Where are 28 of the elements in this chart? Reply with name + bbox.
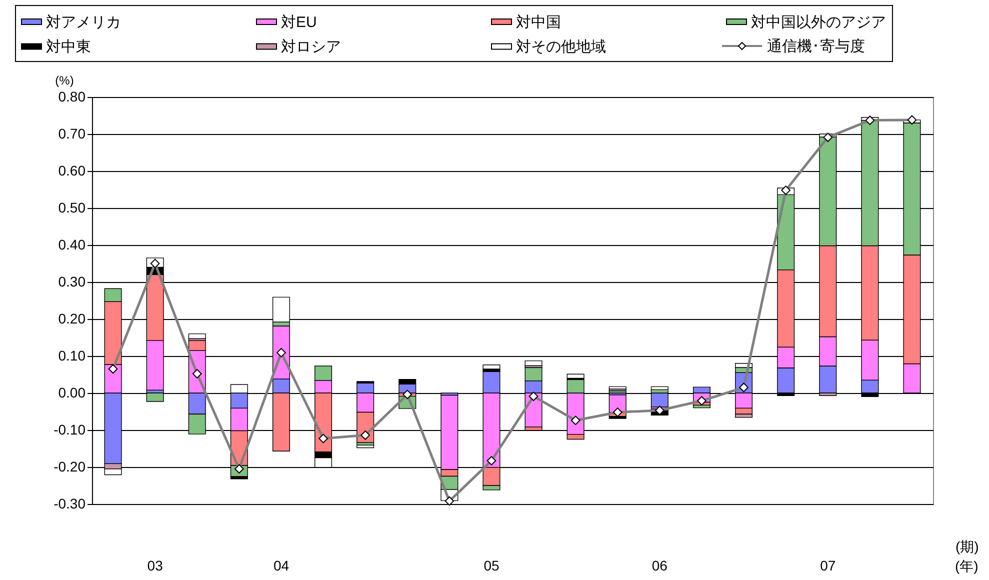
legend-label: 対その他地域	[516, 38, 606, 56]
legend-label: 対中国	[516, 14, 561, 31]
y-tick-label: 0.00	[58, 384, 86, 400]
x-axis-title: (期)	[956, 538, 979, 554]
legend-label: 対中国以外のアジア	[751, 14, 886, 31]
y-tick-label: 0.10	[58, 348, 86, 364]
x-tick-label: 06	[652, 558, 668, 574]
y-tick-label: -0.30	[54, 496, 86, 512]
y-tick-label: 0.40	[58, 236, 86, 252]
legend-label: 対ロシア	[281, 38, 341, 56]
y-tick-label: 0.50	[58, 200, 86, 216]
x-tick-label: 07	[820, 558, 836, 574]
legend-label: 対EU	[281, 14, 317, 31]
y-tick-label: -0.20	[54, 458, 86, 474]
x-tick-label: 03	[147, 558, 164, 574]
y-tick-label: 0.20	[58, 310, 86, 326]
y-tick-label: 0.30	[58, 274, 86, 290]
y-tick-label: 0.80	[58, 88, 86, 104]
legend-label: 通信機･寄与度	[767, 38, 865, 55]
x-tick-label: 04	[273, 558, 290, 574]
x-tick-label: 05	[484, 558, 500, 574]
y-tick-label: 0.60	[58, 162, 86, 178]
legend-label: 対中東	[46, 38, 91, 56]
y-axis-title: (%)	[55, 74, 74, 88]
y-tick-label: -0.10	[54, 422, 86, 438]
y-tick-label: 0.70	[58, 126, 86, 142]
legend-label: 対アメリカ	[46, 14, 121, 31]
text: (年)	[955, 558, 978, 574]
